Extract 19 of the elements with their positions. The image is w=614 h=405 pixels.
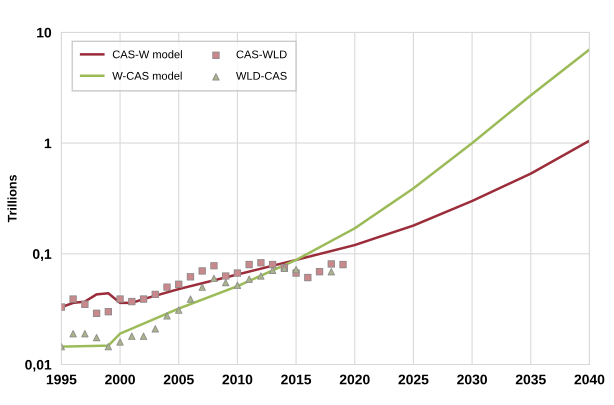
- y-tick-label: 0,1: [32, 249, 52, 261]
- x-tick-label: 2015: [281, 374, 312, 384]
- x-tick-label: 1995: [46, 374, 76, 384]
- x-tick-label: 2010: [222, 374, 252, 384]
- legend-label: W-CAS model: [112, 72, 182, 80]
- x-tick-label: 2020: [340, 374, 370, 384]
- legend-label: WLD-CAS: [236, 72, 287, 80]
- y-tick-label: 0,01: [25, 360, 52, 372]
- x-tick-label: 2040: [574, 374, 604, 384]
- y-axis-title: Trillions: [7, 174, 17, 222]
- legend-label: CAS-W model: [112, 50, 182, 58]
- x-tick-label: 2030: [457, 374, 487, 384]
- x-tick-label: 2005: [164, 374, 194, 384]
- x-tick-label: 2025: [398, 374, 428, 384]
- x-tick-label: 2035: [516, 374, 546, 384]
- y-tick-label: 1: [44, 138, 52, 148]
- y-tick-label: 10: [37, 28, 52, 38]
- x-tick-label: 2000: [105, 374, 135, 384]
- legend-label: CAS-WLD: [236, 50, 287, 58]
